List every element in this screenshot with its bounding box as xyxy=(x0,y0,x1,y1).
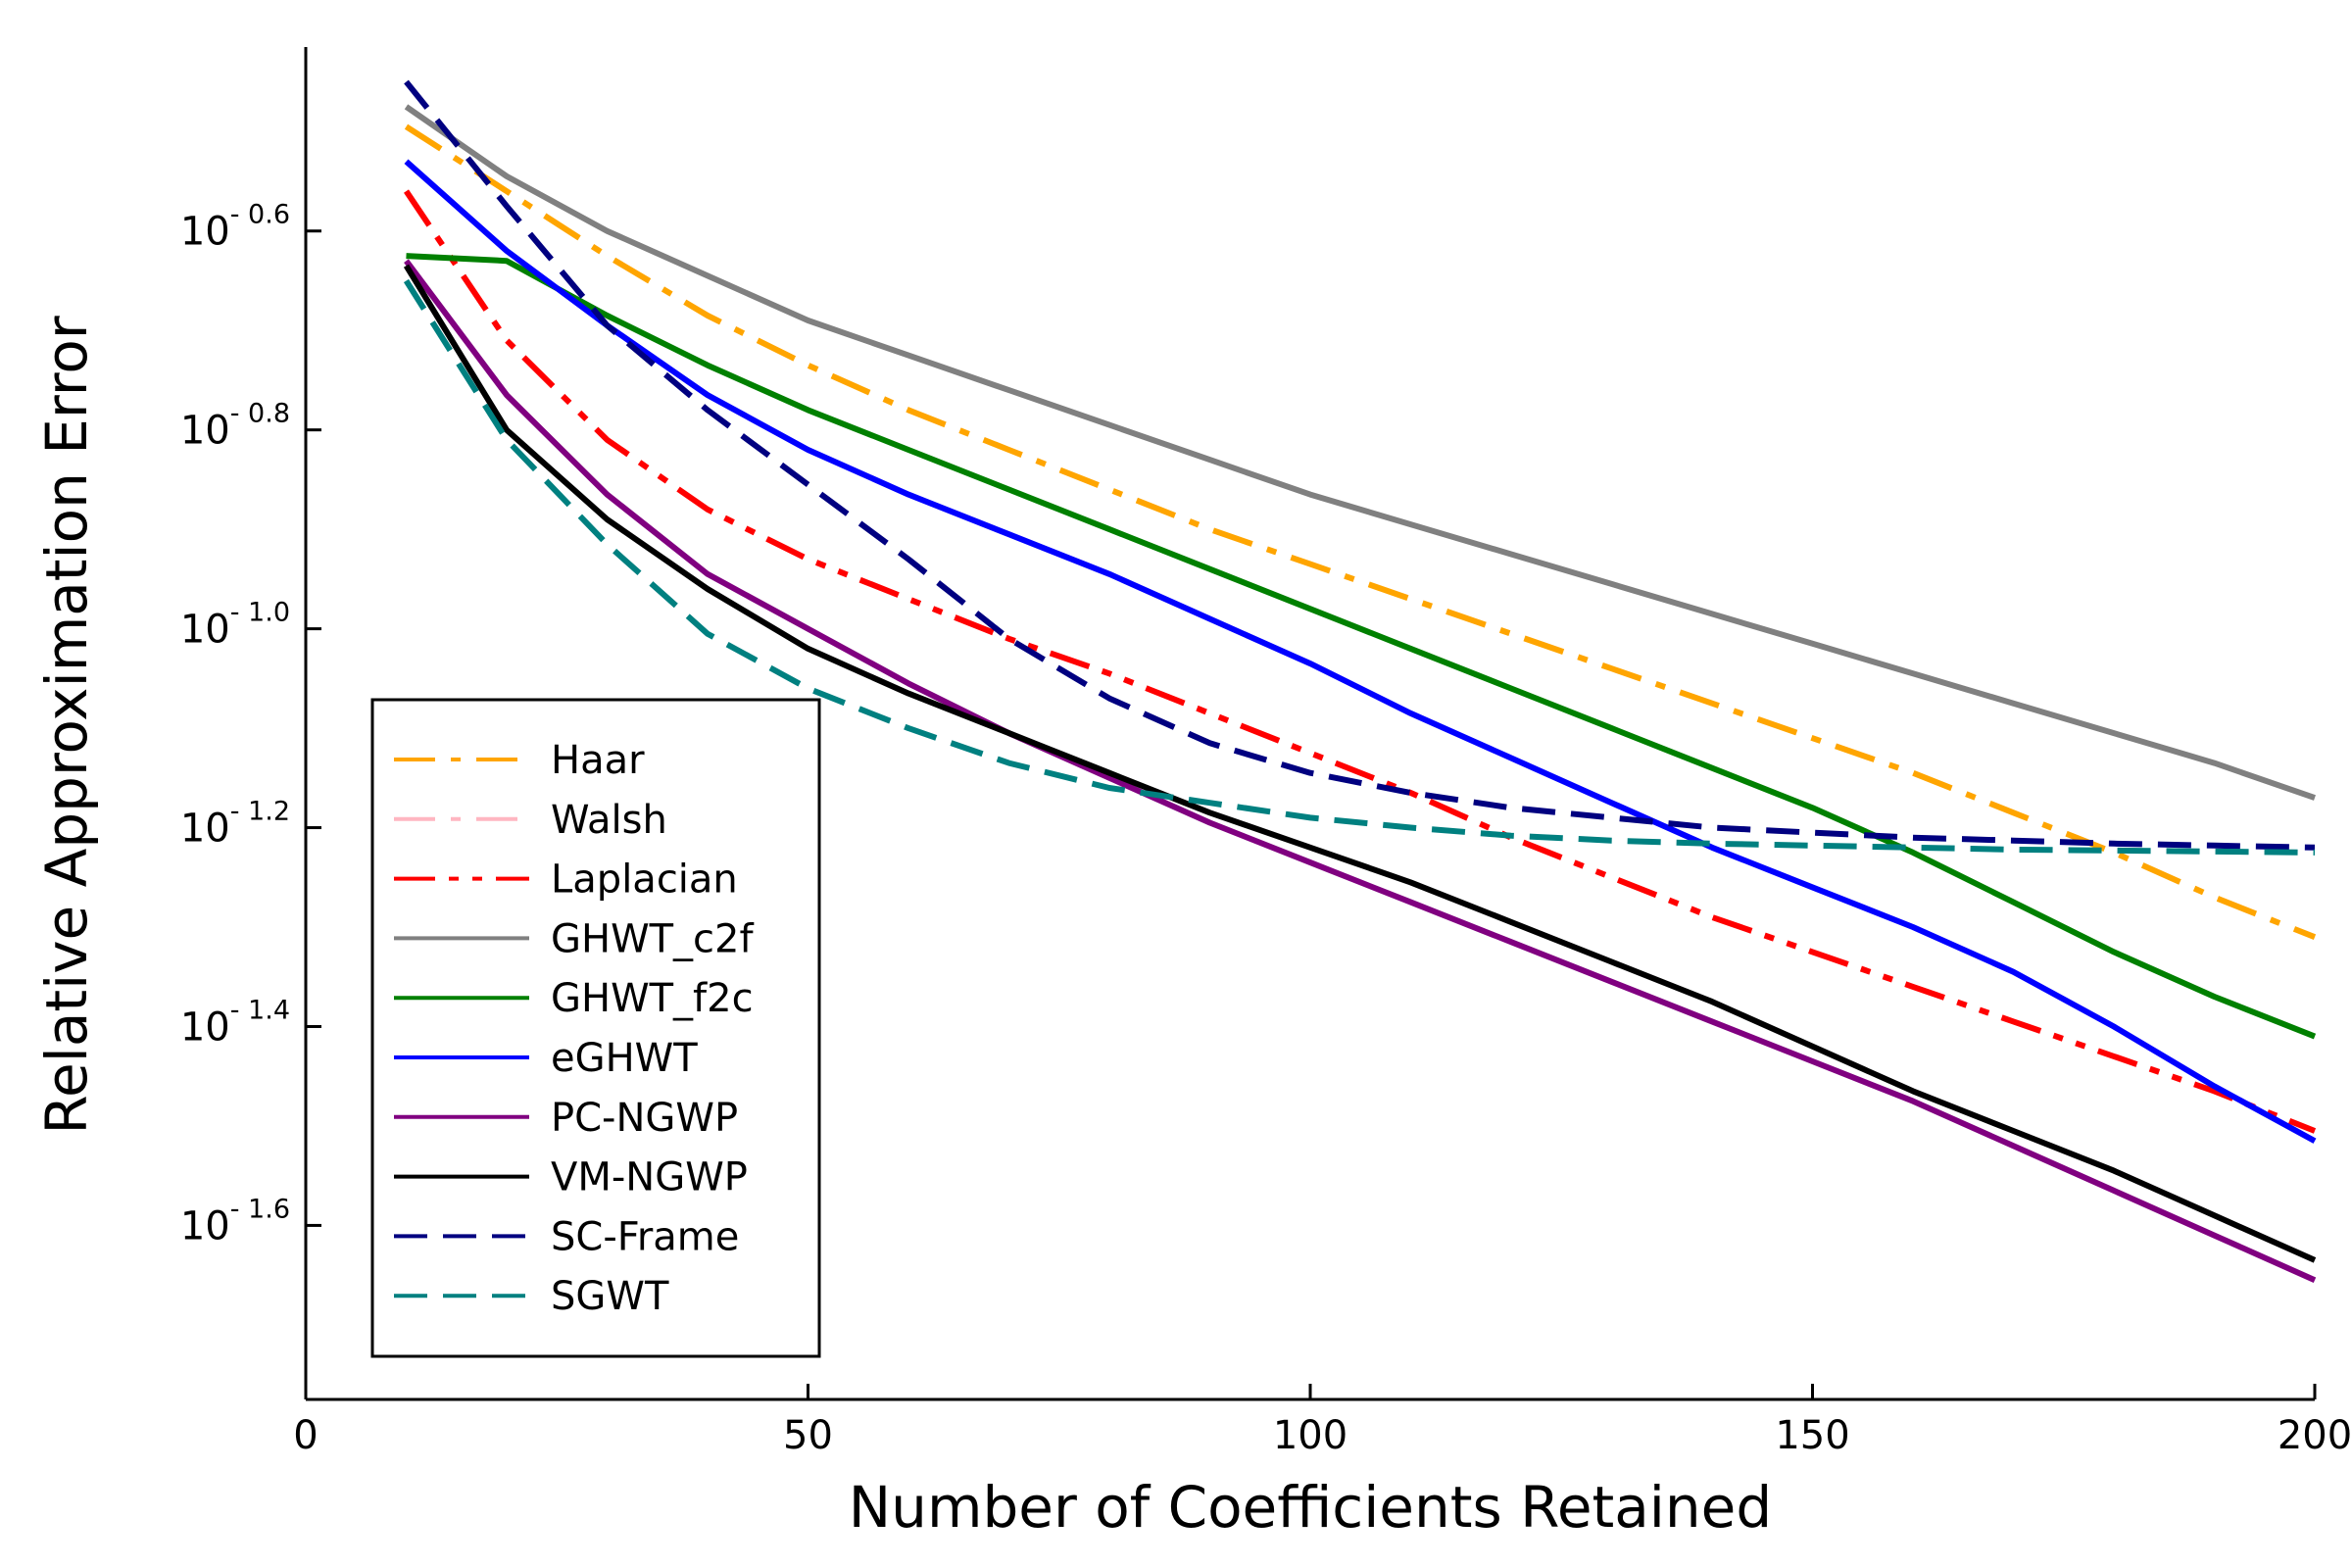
series-line-eghwt xyxy=(404,159,2317,1144)
y-tick-label: 10- 0.6 xyxy=(180,200,290,255)
x-tick-label: 0 xyxy=(293,1413,318,1458)
plot-lines xyxy=(403,79,2317,1283)
series-line-sc-frame xyxy=(404,79,2316,851)
legend-label-vm-ngwp: VM-NGWP xyxy=(551,1155,748,1200)
y-tick-label: 10- 1.2 xyxy=(180,797,290,852)
x-tick-label: 100 xyxy=(1273,1413,1348,1458)
legend-label-ghwt-f2c: GHWT_f2c xyxy=(551,976,754,1021)
x-tick-label: 200 xyxy=(2278,1413,2352,1458)
legend-label-pc-ngwp: PC-NGWP xyxy=(551,1096,738,1141)
legend-label-sgwt: SGWT xyxy=(551,1274,669,1319)
y-tick-label: 10- 1.6 xyxy=(180,1194,290,1249)
legend-label-walsh: Walsh xyxy=(551,798,667,843)
y-axis-title: Relative Approximation Error xyxy=(33,316,100,1134)
series-line-vm-ngwp xyxy=(403,264,2317,1263)
series-line-pc-ngwp xyxy=(404,259,2317,1283)
legend-label-haar: Haar xyxy=(551,738,645,783)
x-ticks: 0 50 100 150 200 xyxy=(293,1384,2352,1458)
legend-label-sc-frame: SC-Frame xyxy=(551,1214,739,1259)
legend-label-eghwt: eGHWT xyxy=(551,1036,698,1081)
y-tick-label: 10- 1.0 xyxy=(180,598,290,653)
x-tick-label: 50 xyxy=(783,1413,833,1458)
series-line-laplacian xyxy=(404,189,2317,1134)
legend: Haar Walsh Laplacian GHWT_c2f GHWT_f2c eGHWT P… xyxy=(370,698,821,1358)
series-line-haar xyxy=(404,123,2317,940)
y-tick-label: 10- 1.4 xyxy=(180,995,290,1050)
x-tick-label: 150 xyxy=(1775,1413,1849,1458)
series-line-sgwt xyxy=(403,278,2316,856)
y-tick-label: 10- 0.8 xyxy=(180,399,290,454)
y-ticks: 10- 0.6 10- 0.8 10- 1.0 10- 1.2 10- 1.4 10- 1… xyxy=(180,200,321,1249)
legend-label-ghwt-c2f: GHWT_c2f xyxy=(551,916,755,961)
series-line-ghwt-f2c xyxy=(406,253,2317,1040)
x-axis-title: Number of Coefficients Retained xyxy=(849,1474,1772,1541)
legend-label-laplacian: Laplacian xyxy=(551,858,738,903)
series-line-ghwt-c2f xyxy=(404,104,2316,801)
legend-box xyxy=(370,698,821,1358)
